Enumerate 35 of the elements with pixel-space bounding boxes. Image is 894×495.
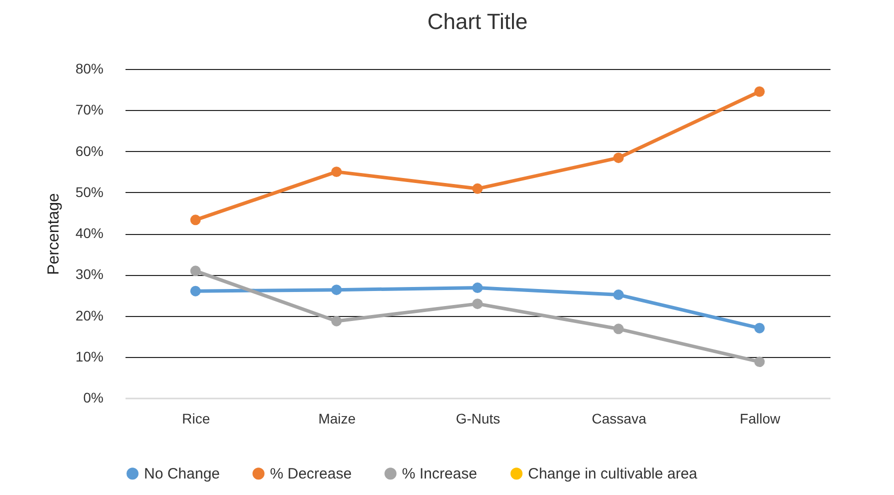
point (331, 284, 342, 296)
y-tick-label: 0% (83, 390, 104, 406)
legend-label: % Decrease (270, 466, 352, 483)
x-tick-label: G-Nuts (456, 410, 500, 426)
point (613, 290, 624, 300)
point (754, 322, 765, 334)
y-tick-label: 70% (75, 102, 104, 118)
legend-label: No Change (144, 466, 220, 483)
point (754, 86, 765, 97)
y-tick-label: 20% (75, 307, 104, 324)
x-tick-label: Cassava (592, 410, 646, 426)
point (331, 316, 342, 326)
y-tick-label: 60% (75, 142, 104, 159)
point (613, 152, 624, 164)
x-tick-label: Rice (182, 410, 210, 426)
x-tick-label: Maize (318, 410, 356, 426)
y-tick-label: 10% (75, 348, 104, 364)
chart-title: Chart Title (427, 9, 528, 34)
legend-label: % Increase (402, 466, 478, 483)
legend-label: Change in cultivable area (528, 466, 698, 483)
y-tick-label: 80% (75, 60, 104, 76)
point (190, 214, 201, 226)
point (190, 266, 201, 276)
x-tick-label: Fallow (740, 410, 782, 426)
point (754, 356, 765, 368)
y-axis-title: Percentage (45, 192, 62, 275)
y-tick-label: 50% (75, 184, 104, 200)
point (613, 324, 624, 334)
point (472, 282, 483, 294)
point (472, 298, 483, 310)
y-tick-label: 40% (75, 225, 104, 241)
y-tick-label: 30% (75, 266, 104, 282)
point (331, 166, 342, 178)
point (472, 183, 483, 194)
point (190, 286, 201, 296)
